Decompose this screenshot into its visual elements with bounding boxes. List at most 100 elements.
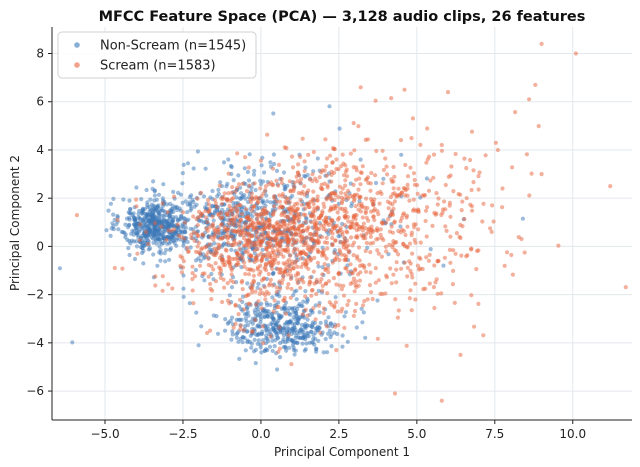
x-axis-label: Principal Component 1	[274, 445, 410, 459]
point-scream	[272, 226, 277, 231]
point-scream	[436, 258, 441, 264]
point-scream	[305, 313, 310, 318]
point-scream	[331, 206, 336, 211]
point-non-scream	[139, 233, 144, 239]
point-scream	[200, 233, 206, 238]
point-scream	[265, 250, 271, 255]
point-scream	[385, 199, 390, 204]
point-scream	[368, 250, 373, 255]
point-scream	[365, 297, 370, 302]
point-scream	[431, 175, 436, 180]
point-non-scream	[283, 186, 288, 191]
point-scream	[448, 260, 453, 265]
point-scream	[223, 247, 228, 252]
point-scream	[284, 146, 289, 151]
point-scream	[372, 217, 377, 223]
point-non-scream	[144, 187, 149, 193]
point-scream	[203, 245, 208, 250]
point-scream	[340, 186, 345, 191]
point-scream	[277, 279, 282, 284]
point-scream	[477, 170, 482, 175]
point-scream	[470, 208, 475, 213]
point-non-scream	[312, 320, 318, 325]
point-non-scream	[310, 310, 315, 315]
point-scream	[469, 247, 474, 252]
point-scream	[233, 189, 238, 194]
point-non-scream	[162, 251, 167, 256]
point-scream	[495, 147, 500, 153]
point-non-scream	[262, 348, 267, 354]
point-non-scream	[154, 241, 159, 246]
point-non-scream	[273, 320, 278, 325]
point-scream	[367, 283, 372, 288]
point-non-scream	[303, 289, 308, 294]
point-scream	[178, 263, 183, 269]
point-non-scream	[282, 307, 287, 312]
point-scream	[327, 208, 332, 213]
point-non-scream	[294, 320, 299, 325]
point-scream	[413, 297, 418, 302]
point-scream	[286, 196, 291, 201]
point-non-scream	[180, 200, 185, 205]
point-scream	[415, 263, 420, 268]
point-scream	[306, 266, 311, 271]
point-scream	[261, 222, 266, 227]
point-scream	[445, 90, 451, 95]
point-scream	[363, 177, 368, 182]
point-scream	[290, 232, 295, 237]
point-scream	[258, 233, 264, 238]
point-non-scream	[424, 176, 429, 181]
point-non-scream	[293, 348, 298, 353]
point-non-scream	[238, 336, 243, 342]
point-scream	[300, 312, 305, 317]
point-non-scream	[134, 244, 140, 249]
point-non-scream	[298, 327, 303, 332]
point-scream	[409, 308, 414, 313]
point-scream	[254, 212, 259, 217]
point-non-scream	[255, 313, 260, 318]
point-scream	[212, 234, 217, 239]
point-scream	[296, 218, 301, 223]
point-non-scream	[114, 222, 119, 227]
point-scream	[321, 306, 326, 311]
point-scream	[198, 190, 204, 195]
point-scream	[279, 180, 284, 185]
point-scream	[301, 228, 306, 233]
point-scream	[189, 232, 194, 237]
point-scream	[236, 182, 242, 187]
point-non-scream	[245, 340, 250, 345]
point-scream	[360, 164, 365, 169]
point-scream	[336, 323, 341, 328]
point-scream	[231, 280, 236, 285]
point-scream	[277, 270, 282, 275]
point-scream	[343, 257, 349, 263]
point-non-scream	[165, 241, 170, 246]
point-scream	[153, 274, 158, 279]
point-scream	[247, 258, 252, 263]
point-scream	[276, 162, 282, 167]
point-scream	[329, 302, 334, 307]
point-scream	[164, 237, 169, 242]
point-scream	[272, 209, 277, 214]
point-non-scream	[187, 301, 192, 306]
point-scream	[274, 232, 280, 237]
point-non-scream	[386, 252, 391, 257]
point-scream	[213, 228, 218, 233]
point-non-scream	[261, 338, 266, 343]
point-scream	[423, 218, 428, 224]
point-scream	[378, 227, 383, 232]
point-non-scream	[309, 329, 314, 334]
point-scream	[362, 299, 367, 304]
point-scream	[348, 262, 353, 267]
point-scream	[287, 200, 292, 205]
legend-label-non-scream: Non-Scream (n=1545)	[100, 39, 246, 54]
point-non-scream	[116, 227, 121, 232]
point-scream	[325, 291, 330, 296]
point-scream	[431, 152, 437, 157]
point-scream	[282, 210, 287, 215]
point-scream	[623, 285, 628, 290]
point-scream	[270, 283, 275, 288]
point-scream	[310, 172, 315, 177]
point-scream	[346, 219, 351, 224]
point-scream	[219, 222, 224, 227]
